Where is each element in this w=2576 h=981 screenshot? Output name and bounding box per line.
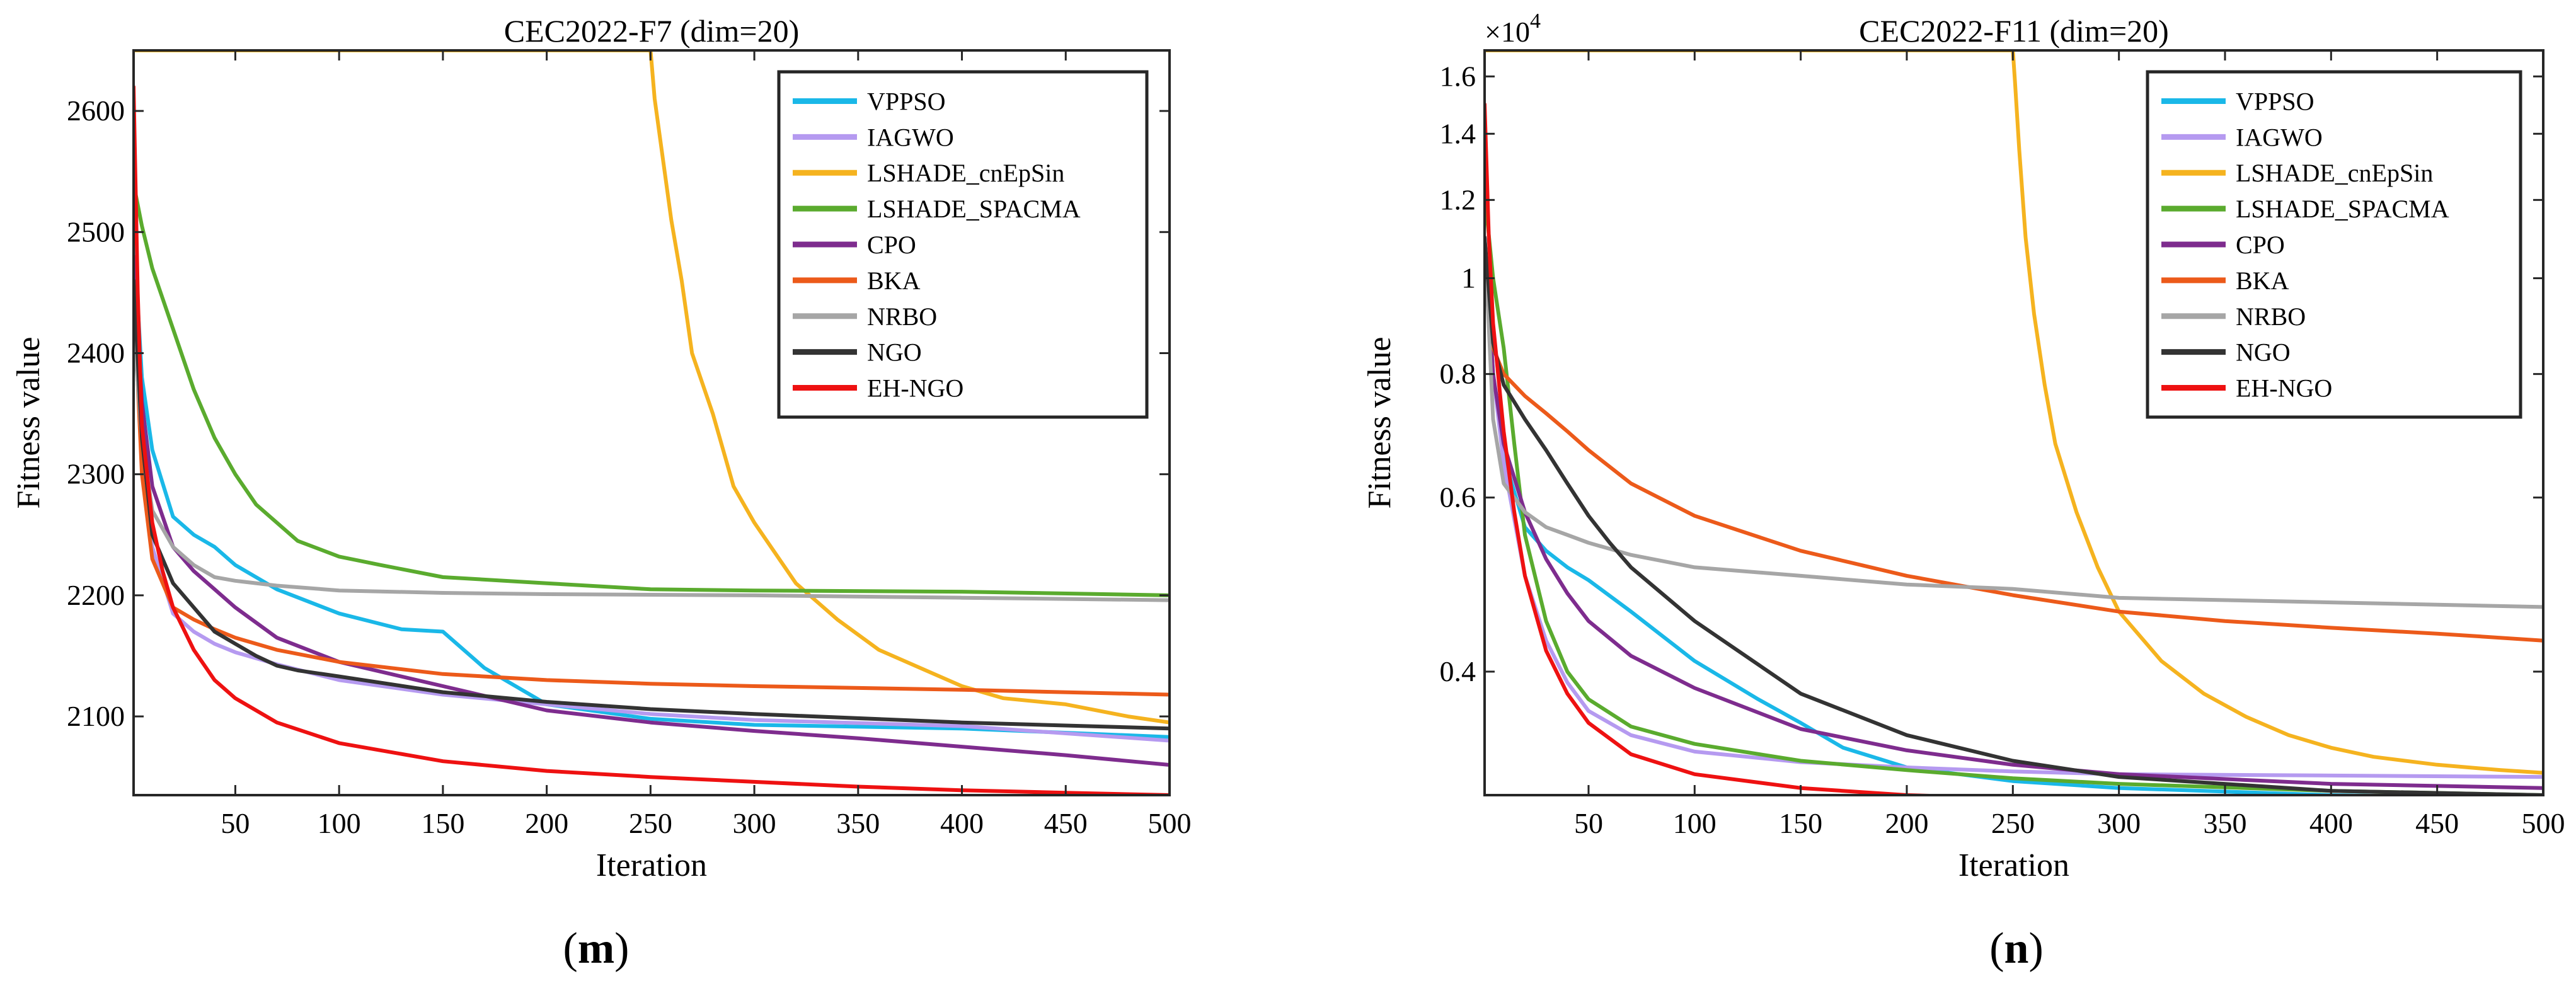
y-axis-label: Fitness value bbox=[1362, 337, 1398, 509]
legend-label: EH-NGO bbox=[867, 374, 963, 403]
series-line-nrbo bbox=[134, 327, 1170, 602]
x-tick-label: 350 bbox=[2203, 807, 2246, 839]
x-tick-label: 250 bbox=[1991, 807, 2035, 839]
legend-item-bka: BKA bbox=[793, 267, 921, 295]
y-axis-label: Fitness value bbox=[11, 337, 47, 509]
legend-item-ngo: NGO bbox=[793, 338, 922, 367]
x-tick-label: 350 bbox=[836, 807, 880, 839]
x-tick-label: 300 bbox=[733, 807, 776, 839]
legend-label: LSHADE_SPACMA bbox=[867, 195, 1081, 223]
legend-label: VPPSO bbox=[2236, 87, 2314, 115]
legend-item-iagwo: IAGWO bbox=[2161, 123, 2323, 151]
series-line-bka bbox=[1485, 276, 2543, 643]
y-tick-label: 0.4 bbox=[1440, 655, 1476, 687]
chart-title: CEC2022-F11 (dim=20) bbox=[1859, 13, 2169, 49]
y-exponent-label: ×104 bbox=[1485, 9, 1541, 48]
series-line-eh-ngo bbox=[1485, 102, 1976, 795]
x-tick-label: 200 bbox=[1885, 807, 1928, 839]
legend-item-lshade-spacma: LSHADE_SPACMA bbox=[793, 195, 1081, 223]
legend-item-eh-ngo: EH-NGO bbox=[793, 374, 963, 403]
x-tick-label: 200 bbox=[525, 807, 568, 839]
series-line-ngo bbox=[1485, 235, 2543, 795]
y-tick-label: 2300 bbox=[67, 458, 125, 490]
series-line-lshade-cnepsin bbox=[134, 50, 1170, 725]
chart-title: CEC2022-F7 (dim=20) bbox=[504, 13, 799, 49]
panel-label: (n) bbox=[1989, 924, 2044, 973]
y-tick-label: 2200 bbox=[67, 579, 125, 611]
x-tick-label: 500 bbox=[2522, 807, 2565, 839]
series-lines bbox=[1485, 50, 2543, 795]
legend-label: BKA bbox=[2236, 267, 2289, 295]
legend: VPPSO IAGWO LSHADE_cnEpSin LSHADE_SPACMA CPO… bbox=[2146, 70, 2522, 419]
x-tick-label: 250 bbox=[629, 807, 672, 839]
y-tick-label: 0.8 bbox=[1440, 358, 1476, 390]
x-tick-label: 400 bbox=[2309, 807, 2353, 839]
legend-item-iagwo: IAGWO bbox=[793, 123, 954, 151]
x-tick-label: 450 bbox=[1044, 807, 1088, 839]
x-tick-label: 300 bbox=[2097, 807, 2141, 839]
legend-label: LSHADE_SPACMA bbox=[2236, 195, 2449, 223]
legend-label: NRBO bbox=[2236, 302, 2306, 331]
x-tick-label: 450 bbox=[2415, 807, 2459, 839]
legend-label: IAGWO bbox=[867, 123, 954, 151]
legend: VPPSO IAGWO LSHADE_cnEpSin LSHADE_SPACMA CPO… bbox=[777, 70, 1149, 419]
series-line-ngo bbox=[134, 278, 1170, 731]
x-tick-label: 400 bbox=[940, 807, 984, 839]
legend-label: NGO bbox=[2236, 338, 2291, 367]
x-tick-label: 50 bbox=[1574, 807, 1603, 839]
legend-item-nrbo: NRBO bbox=[2161, 302, 2306, 331]
legend-label: NRBO bbox=[867, 302, 937, 331]
x-axis-label: Iteration bbox=[1958, 847, 2069, 883]
y-tick-label: 1.2 bbox=[1440, 183, 1476, 215]
legend-item-lshade-cnepsin: LSHADE_cnEpSin bbox=[2161, 159, 2433, 187]
x-tick-label: 150 bbox=[421, 807, 464, 839]
chart-panel-m: 50 100 150 200 250 300 350 400 450 500 2100 2200 230… bbox=[11, 13, 1192, 973]
legend-label: LSHADE_cnEpSin bbox=[2236, 159, 2433, 187]
series-line-bka bbox=[134, 290, 1170, 697]
legend-label: EH-NGO bbox=[2236, 374, 2332, 403]
legend-item-ngo: NGO bbox=[2161, 338, 2291, 367]
series-line-lshade-spacma bbox=[134, 181, 1170, 597]
legend-item-vppso: VPPSO bbox=[2161, 87, 2314, 115]
legend-item-lshade-cnepsin: LSHADE_cnEpSin bbox=[793, 159, 1064, 187]
y-tick-label: 1.6 bbox=[1440, 60, 1476, 92]
x-tick-label: 50 bbox=[221, 807, 250, 839]
legend-item-cpo: CPO bbox=[2161, 231, 2285, 259]
panel-label: (m) bbox=[563, 924, 630, 973]
legend-label: CPO bbox=[2236, 231, 2285, 259]
y-tick-label: 2100 bbox=[67, 700, 125, 732]
legend-item-nrbo: NRBO bbox=[793, 302, 937, 331]
legend-label: VPPSO bbox=[867, 87, 946, 115]
y-tick-label: 1 bbox=[1461, 262, 1476, 294]
x-tick-label: 500 bbox=[1148, 807, 1192, 839]
y-tick-label: 2400 bbox=[67, 336, 125, 369]
legend-item-vppso: VPPSO bbox=[793, 87, 946, 115]
y-tick-label: 0.6 bbox=[1440, 481, 1476, 513]
y-tick-label: 1.4 bbox=[1440, 117, 1476, 149]
legend-label: LSHADE_cnEpSin bbox=[867, 159, 1064, 187]
series-line-vppso bbox=[134, 230, 1170, 739]
x-axis-label: Iteration bbox=[596, 847, 707, 883]
series-line-lshade-cnepsin bbox=[1485, 50, 2543, 775]
legend-item-bka: BKA bbox=[2161, 267, 2289, 295]
legend-label: NGO bbox=[867, 338, 922, 367]
legend-item-eh-ngo: EH-NGO bbox=[2161, 374, 2332, 403]
legend-label: CPO bbox=[867, 231, 916, 259]
plot-frame bbox=[132, 49, 1171, 796]
legend-label: IAGWO bbox=[2236, 123, 2323, 151]
x-tick-label: 100 bbox=[318, 807, 361, 839]
y-tick-label: 2600 bbox=[67, 95, 125, 127]
chart-panel-n: 50 100 150 200 250 300 350 400 450 500 0.4 0.6 0.8 1 1… bbox=[1362, 9, 2565, 973]
x-tick-label: 100 bbox=[1673, 807, 1716, 839]
legend-label: BKA bbox=[867, 267, 921, 295]
legend-item-cpo: CPO bbox=[793, 231, 916, 259]
y-tick-label: 2500 bbox=[67, 215, 125, 248]
legend-item-lshade-spacma: LSHADE_SPACMA bbox=[2161, 195, 2449, 223]
plot-frame bbox=[1483, 49, 2544, 796]
x-tick-label: 150 bbox=[1779, 807, 1822, 839]
